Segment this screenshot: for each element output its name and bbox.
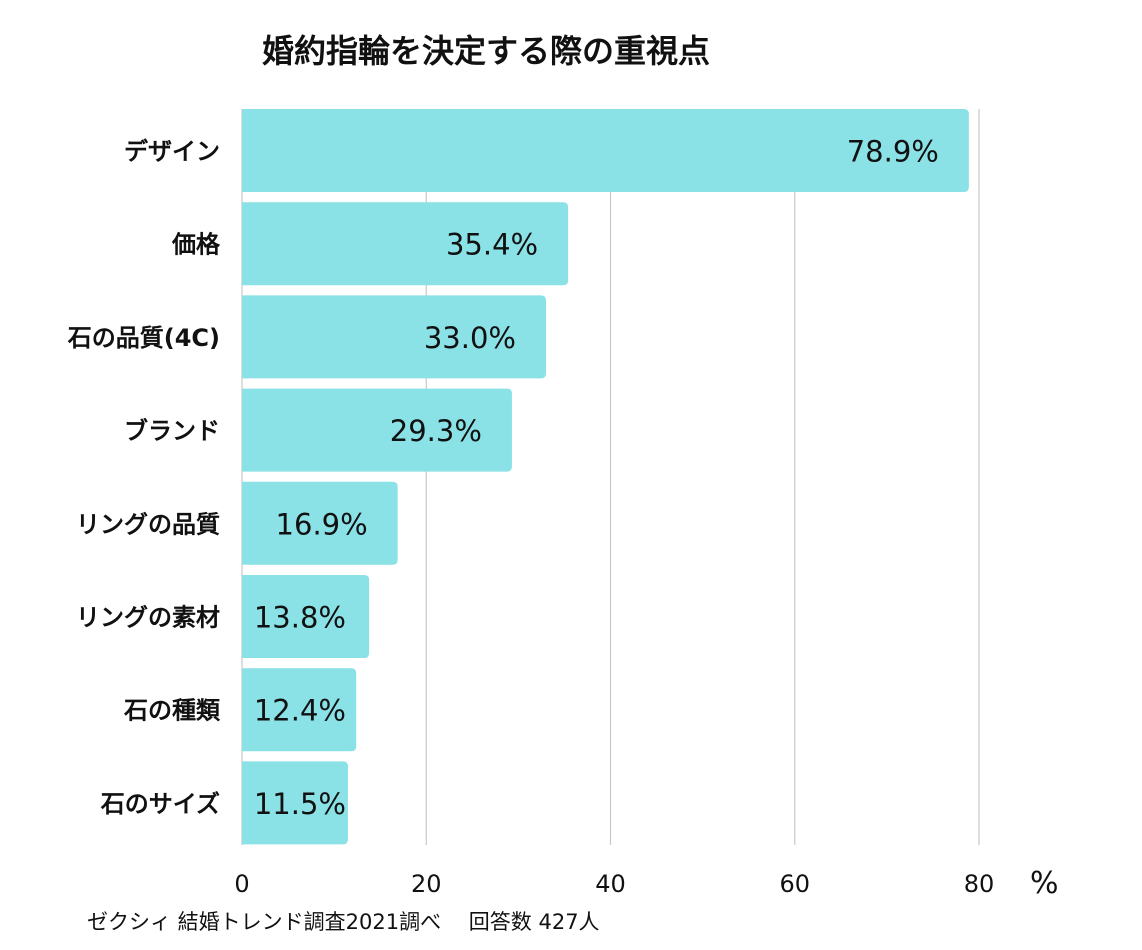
x-tick-label: 0 xyxy=(234,870,249,898)
x-axis-ticks: 0 20 40 60 80 xyxy=(234,870,994,898)
bar-group: ブランド 29.3% xyxy=(124,388,512,472)
value-label: 78.9% xyxy=(847,135,939,169)
category-label: 価格 xyxy=(171,231,221,259)
bar xyxy=(242,388,512,472)
bars: デザイン 78.9% 価格 35.4% 石の品質(4C) 33.0% ブランド 29.3% リン… xyxy=(67,109,969,845)
category-label: 石の種類 xyxy=(123,697,221,725)
category-label: リングの素材 xyxy=(76,604,220,632)
bar-group: リングの素材 13.8% xyxy=(76,575,370,658)
x-tick-label: 60 xyxy=(779,870,810,898)
category-label: 石の品質(4C) xyxy=(67,324,220,352)
bar xyxy=(242,575,370,658)
category-label: ブランド xyxy=(124,417,220,445)
bar xyxy=(242,668,357,752)
category-label: デザイン xyxy=(124,138,220,166)
bar-group: 石の品質(4C) 33.0% xyxy=(67,295,547,379)
bar xyxy=(242,295,547,379)
bar xyxy=(242,481,398,565)
value-label: 16.9% xyxy=(276,507,368,541)
chart-title: 婚約指輪を決定する際の重視点 xyxy=(262,32,710,70)
value-label: 11.5% xyxy=(254,787,346,821)
x-axis-unit-label: % xyxy=(1030,866,1059,901)
bar xyxy=(242,202,569,286)
bar xyxy=(242,109,969,192)
footnote: ゼクシィ 結婚トレンド調査2021調べ 回答数 427人 xyxy=(87,910,600,934)
bar-group: デザイン 78.9% xyxy=(124,109,969,192)
value-label: 13.8% xyxy=(254,601,346,635)
value-label: 33.0% xyxy=(424,321,516,355)
bar-group: 石の種類 12.4% xyxy=(123,668,357,752)
category-label: リングの品質 xyxy=(76,510,220,538)
bar xyxy=(242,761,348,845)
value-label: 29.3% xyxy=(390,414,482,448)
value-label: 35.4% xyxy=(446,228,538,262)
bar-group: 石のサイズ 11.5% xyxy=(100,761,348,845)
x-tick-label: 40 xyxy=(595,870,626,898)
bar-group: 価格 35.4% xyxy=(171,202,569,286)
x-tick-label: 20 xyxy=(411,870,442,898)
value-label: 12.4% xyxy=(254,694,346,728)
x-tick-label: 80 xyxy=(964,870,995,898)
category-label: 石のサイズ xyxy=(100,790,220,818)
bar-group: リングの品質 16.9% xyxy=(76,481,398,565)
